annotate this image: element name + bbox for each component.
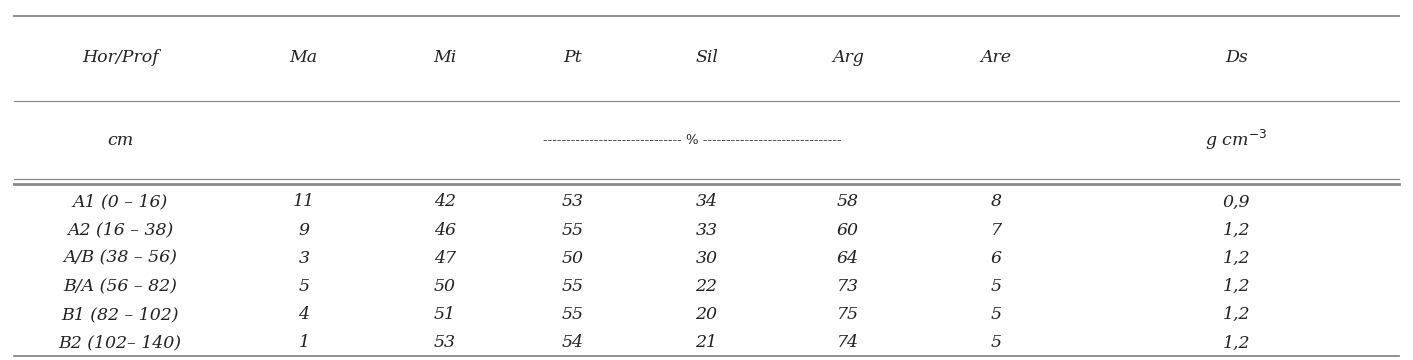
Text: g cm$^{-3}$: g cm$^{-3}$ (1205, 129, 1267, 152)
Text: Mi: Mi (434, 49, 456, 66)
Text: 75: 75 (836, 306, 859, 323)
Text: 50: 50 (434, 278, 456, 295)
Text: Arg: Arg (832, 49, 863, 66)
Text: 34: 34 (695, 193, 718, 211)
Text: 1,2: 1,2 (1222, 222, 1251, 239)
Text: 21: 21 (695, 334, 718, 351)
Text: Ma: Ma (290, 49, 318, 66)
Text: Ds: Ds (1225, 49, 1248, 66)
Text: 8: 8 (991, 193, 1002, 211)
Text: 53: 53 (434, 334, 456, 351)
Text: Pt: Pt (562, 49, 582, 66)
Text: 51: 51 (434, 306, 456, 323)
Text: 60: 60 (836, 222, 859, 239)
Text: 33: 33 (695, 222, 718, 239)
Text: 9: 9 (298, 222, 309, 239)
Text: 1,2: 1,2 (1222, 334, 1251, 351)
Text: 1,2: 1,2 (1222, 278, 1251, 295)
Text: 55: 55 (561, 222, 584, 239)
Text: 5: 5 (991, 306, 1002, 323)
Text: 73: 73 (836, 278, 859, 295)
Text: 0,9: 0,9 (1222, 193, 1251, 211)
Text: B/A (56 – 82): B/A (56 – 82) (64, 278, 177, 295)
Text: 5: 5 (991, 278, 1002, 295)
Text: 42: 42 (434, 193, 456, 211)
Text: B2 (102– 140): B2 (102– 140) (58, 334, 182, 351)
Text: A/B (38 – 56): A/B (38 – 56) (64, 250, 177, 267)
Text: 58: 58 (836, 193, 859, 211)
Text: 1,2: 1,2 (1222, 306, 1251, 323)
Text: 4: 4 (298, 306, 309, 323)
Text: 11: 11 (292, 193, 315, 211)
Text: Are: Are (981, 49, 1012, 66)
Text: 7: 7 (991, 222, 1002, 239)
Text: 22: 22 (695, 278, 718, 295)
Text: ------------------------------ % ------------------------------: ------------------------------ % -------… (543, 134, 842, 147)
Text: 1: 1 (298, 334, 309, 351)
Text: Hor/Prof: Hor/Prof (82, 49, 158, 66)
Text: 5: 5 (298, 278, 309, 295)
Text: 55: 55 (561, 306, 584, 323)
Text: 47: 47 (434, 250, 456, 267)
Text: 53: 53 (561, 193, 584, 211)
Text: 74: 74 (836, 334, 859, 351)
Text: B1 (82 – 102): B1 (82 – 102) (61, 306, 179, 323)
Text: A2 (16 – 38): A2 (16 – 38) (66, 222, 174, 239)
Text: A1 (0 – 16): A1 (0 – 16) (72, 193, 168, 211)
Text: 64: 64 (836, 250, 859, 267)
Text: 5: 5 (991, 334, 1002, 351)
Text: 3: 3 (298, 250, 309, 267)
Text: 6: 6 (991, 250, 1002, 267)
Text: 55: 55 (561, 278, 584, 295)
Text: 46: 46 (434, 222, 456, 239)
Text: 1,2: 1,2 (1222, 250, 1251, 267)
Text: Sil: Sil (695, 49, 718, 66)
Text: 54: 54 (561, 334, 584, 351)
Text: 20: 20 (695, 306, 718, 323)
Text: 50: 50 (561, 250, 584, 267)
Text: cm: cm (107, 132, 133, 149)
Text: 30: 30 (695, 250, 718, 267)
